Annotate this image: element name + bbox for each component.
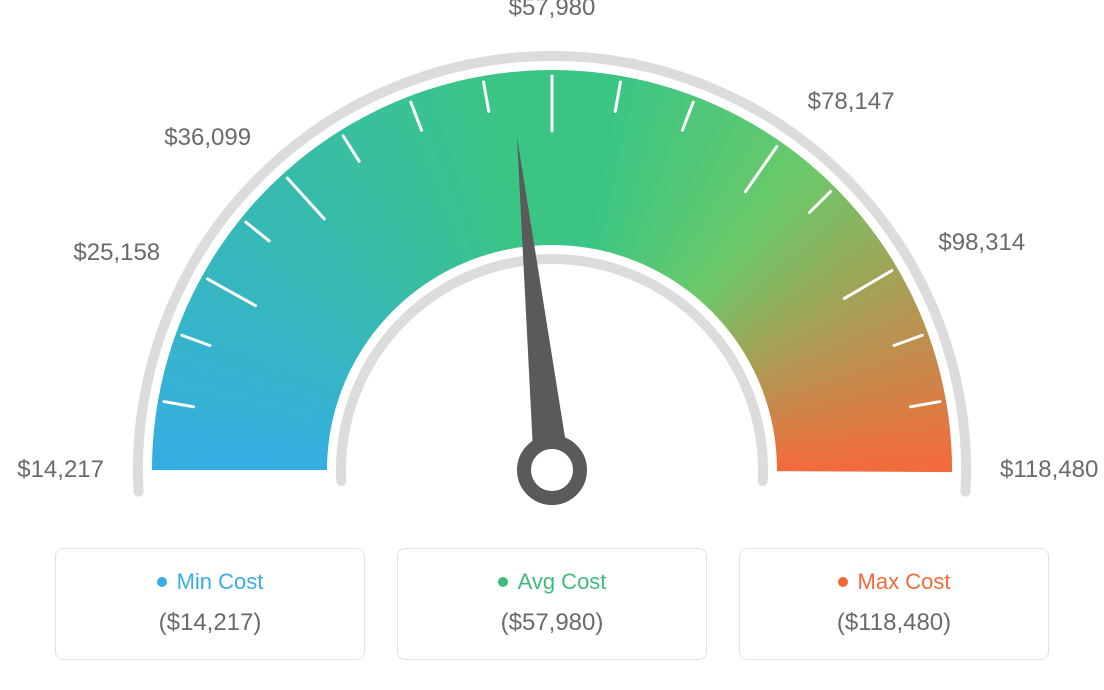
legend-title-max: Max Cost (838, 569, 951, 595)
legend-label-avg: Avg Cost (518, 569, 607, 595)
legend-label-max: Max Cost (858, 569, 951, 595)
scale-label: $25,158 (73, 239, 160, 267)
legend-title-min: Min Cost (157, 569, 264, 595)
legend-card-avg: Avg Cost ($57,980) (397, 548, 707, 660)
dot-icon (838, 577, 848, 587)
legend-row: Min Cost ($14,217) Avg Cost ($57,980) Ma… (55, 548, 1049, 660)
scale-label: $14,217 (17, 456, 104, 484)
scale-label: $36,099 (164, 124, 251, 152)
legend-title-avg: Avg Cost (498, 569, 607, 595)
scale-label: $98,314 (938, 229, 1025, 257)
scale-label: $57,980 (509, 0, 596, 22)
legend-value-max: ($118,480) (758, 609, 1030, 637)
legend-card-min: Min Cost ($14,217) (55, 548, 365, 660)
dot-icon (498, 577, 508, 587)
legend-card-max: Max Cost ($118,480) (739, 548, 1049, 660)
legend-value-min: ($14,217) (74, 609, 346, 637)
scale-label: $78,147 (808, 88, 895, 116)
gauge-chart: $14,217$25,158$36,099$57,980$78,147$98,3… (102, 20, 1002, 520)
legend-value-avg: ($57,980) (416, 609, 688, 637)
dot-icon (157, 577, 167, 587)
legend-label-min: Min Cost (177, 569, 264, 595)
scale-label: $118,480 (1000, 456, 1098, 484)
